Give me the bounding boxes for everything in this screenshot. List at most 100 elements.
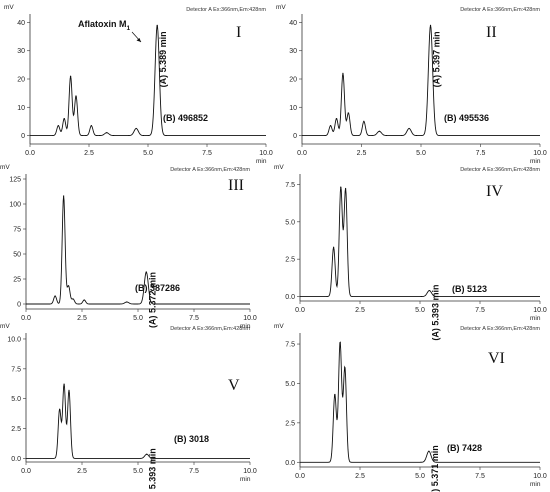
x-tick-label: 5.0	[133, 468, 143, 475]
peak-apex	[334, 393, 336, 396]
x-tick-label: 0.0	[25, 150, 35, 157]
x-tick-label: 2.5	[355, 473, 365, 480]
peak-apex	[335, 117, 338, 120]
y-tick-label: 0	[21, 133, 25, 140]
peak-apex	[68, 389, 70, 391]
chromatogram-trace	[302, 25, 540, 136]
compound-name: Aflatoxin M	[78, 19, 127, 29]
retention-time-label: (A) 5.397 min	[432, 31, 442, 87]
y-tick-label: 7.5	[285, 182, 295, 189]
y-tick-label: 10	[17, 105, 25, 112]
y-tick-label: 7.5	[285, 342, 295, 349]
x-tick-label: 7.5	[189, 468, 199, 475]
x-tick-label: 0.0	[295, 307, 305, 314]
x-tick-label: 5.0	[143, 150, 153, 157]
chromatogram-panel-5: 0.02.55.07.510.00.0 2.5 5.0 7.5 10.0mVminDet…	[0, 323, 257, 492]
peak-apex	[145, 271, 147, 273]
chromatogram-trace	[26, 383, 250, 459]
peak-apex	[333, 246, 335, 248]
peak-apex	[83, 299, 85, 301]
y-tick-label: 100	[9, 202, 21, 209]
x-tick-label: 10.0	[259, 150, 273, 157]
x-tick-label: 5.0	[415, 307, 425, 314]
x-tick-label: 2.5	[84, 150, 94, 157]
x-tick-label: 7.5	[475, 473, 485, 480]
y-tick-label: 125	[9, 177, 21, 184]
y-tick-label: 40	[289, 20, 297, 27]
x-unit-label: min	[530, 481, 541, 488]
y-tick-label: 0.0	[11, 456, 21, 463]
x-tick-label: 5.0	[133, 315, 143, 322]
y-tick-label: 10.0	[7, 336, 21, 343]
panel-label: V	[228, 377, 240, 394]
retention-time-label: (A) 5.393 min	[148, 448, 158, 492]
peak-apex	[63, 195, 65, 197]
x-tick-label: 0.0	[21, 468, 31, 475]
x-tick-label: 2.5	[77, 315, 87, 322]
peak-apex	[363, 120, 365, 122]
peak-area-label: (B) 5123	[452, 284, 487, 294]
peak-apex	[54, 295, 56, 297]
y-tick-label: 40	[17, 20, 25, 27]
detector-caption: Detector A Ex:366nm,Em:428nm	[460, 7, 540, 13]
chromatogram-trace	[300, 186, 540, 297]
detector-caption: Detector A Ex:366nm,Em:428nm	[460, 326, 540, 332]
peak-apex	[428, 289, 430, 292]
peak-apex	[344, 367, 346, 369]
x-tick-label: 10.0	[243, 315, 257, 322]
y-tick-label: 30	[17, 48, 25, 55]
x-tick-label: 0.0	[295, 473, 305, 480]
x-tick-label: 2.5	[77, 468, 87, 475]
x-tick-label: 7.5	[202, 150, 212, 157]
peak-apex	[67, 285, 70, 287]
y-tick-label: 7.5	[11, 366, 21, 373]
peak-area-label: (B) 3018	[174, 434, 209, 444]
x-unit-label: min	[530, 158, 541, 165]
peak-apex	[156, 24, 158, 26]
x-tick-label: 10.0	[533, 150, 547, 157]
detector-caption: Detector A Ex:366nm,Em:428nm	[460, 167, 540, 173]
y-tick-label: 0.0	[285, 460, 295, 467]
y-tick-label: 5.0	[285, 381, 295, 388]
y-unit-label: mV	[4, 4, 14, 11]
y-tick-label: 0	[17, 302, 21, 309]
peak-apex	[57, 125, 59, 127]
x-tick-label: 10.0	[533, 473, 547, 480]
x-unit-label: min	[240, 323, 251, 330]
peak-apex	[59, 408, 61, 411]
peak-apex	[69, 75, 72, 77]
retention-time-label: (A) 5.371 min	[430, 445, 440, 492]
x-tick-label: 0.0	[297, 150, 307, 157]
y-unit-label: mV	[0, 323, 10, 330]
peak-apex	[428, 450, 430, 452]
x-tick-label: 7.5	[189, 315, 199, 322]
y-unit-label: mV	[274, 323, 284, 330]
peak-apex	[126, 301, 128, 303]
peak-apex	[378, 130, 380, 132]
y-tick-label: 2.5	[11, 426, 21, 433]
peak-apex	[342, 72, 344, 74]
detector-caption: Detector A Ex:366nm,Em:428nm	[186, 7, 266, 13]
peak-apex	[90, 125, 92, 127]
peak-area-label: (B) 496852	[163, 113, 208, 123]
peak-apex	[408, 127, 410, 130]
y-unit-label: mV	[274, 164, 284, 171]
x-tick-label: 5.0	[416, 150, 426, 157]
y-tick-label: 5.0	[11, 396, 21, 403]
peak-apex	[72, 298, 74, 300]
y-tick-label: 0.0	[285, 294, 295, 301]
x-unit-label: min	[240, 476, 251, 483]
peak-apex	[339, 341, 341, 344]
y-unit-label: mV	[0, 164, 10, 171]
compound-subscript: 1	[127, 25, 131, 32]
compound-arrowhead	[136, 38, 141, 42]
panel-label: VI	[488, 350, 505, 367]
peak-apex	[340, 186, 342, 189]
detector-caption: Detector A Ex:366nm,Em:428nm	[170, 326, 250, 332]
x-tick-label: 7.5	[475, 307, 485, 314]
x-tick-label: 10.0	[533, 307, 547, 314]
y-tick-label: 2.5	[285, 257, 295, 264]
panel-label: III	[228, 177, 244, 194]
peak-apex	[429, 24, 432, 26]
